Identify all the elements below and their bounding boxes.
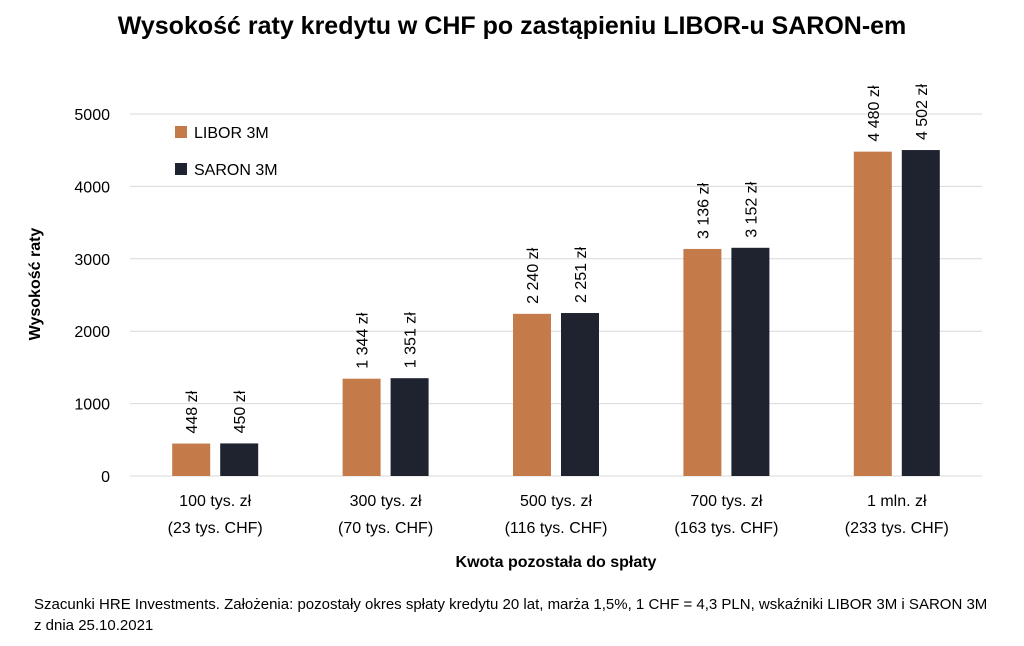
data-label: 4 502 zł	[914, 84, 931, 140]
bar-libor-3m	[172, 443, 211, 476]
y-tick-label: 3000	[74, 252, 110, 269]
y-axis: 0 1000 2000 3000 4000 5000	[74, 107, 982, 486]
y-tick-label: 1000	[74, 397, 110, 414]
y-tick-label: 2000	[74, 324, 110, 341]
bar-saron-3m	[561, 313, 599, 476]
data-label: 1 351 zł	[403, 312, 420, 368]
legend-swatch	[175, 126, 187, 138]
bar-saron-3m	[731, 247, 770, 476]
legend-label: SARON 3M	[194, 162, 278, 179]
data-label: 2 251 zł	[573, 247, 590, 303]
x-category-label: (116 tys. CHF)	[505, 520, 608, 537]
x-category-label: (70 tys. CHF)	[338, 520, 433, 537]
bar-saron-3m	[901, 150, 940, 476]
x-category-label: (23 tys. CHF)	[168, 520, 263, 537]
x-category-label: (233 tys. CHF)	[845, 520, 949, 537]
y-tick-label: 5000	[74, 107, 110, 124]
bar-saron-3m	[390, 378, 429, 476]
legend-label: LIBOR 3M	[194, 125, 269, 142]
x-axis-title: Kwota pozostała do spłaty	[456, 554, 657, 571]
bar-libor-3m	[342, 378, 381, 476]
x-axis: 100 tys. zł (23 tys. CHF) 300 tys. zł (70 t…	[168, 493, 949, 537]
gridlines	[130, 113, 982, 405]
data-label: 2 240 zł	[525, 247, 542, 303]
x-category-label: (163 tys. CHF)	[674, 520, 778, 537]
x-category-label: 700 tys. zł	[690, 493, 762, 510]
bar-saron-3m	[220, 443, 259, 476]
bar-libor-3m	[513, 313, 551, 476]
y-tick-label: 0	[101, 469, 110, 486]
x-category-label: 300 tys. zł	[350, 493, 422, 510]
bar-libor-3m	[853, 151, 892, 476]
data-label: 1 344 zł	[355, 312, 372, 368]
chart-title: Wysokość raty kredytu w CHF po zastąpien…	[117, 12, 907, 40]
legend-swatch	[175, 163, 187, 175]
y-axis-title: Wysokość raty	[27, 228, 44, 341]
legend: LIBOR 3M SARON 3M	[175, 125, 278, 179]
x-category-label: 100 tys. zł	[179, 493, 251, 510]
y-tick-label: 4000	[74, 179, 110, 196]
data-label: 4 480 zł	[866, 85, 883, 141]
x-category-label: 1 mln. zł	[867, 493, 927, 510]
data-label: 3 136 zł	[695, 182, 712, 238]
data-label: 448 zł	[184, 390, 201, 433]
data-label: 450 zł	[232, 390, 249, 433]
x-category-label: 500 tys. zł	[520, 493, 592, 510]
bars	[172, 150, 940, 476]
data-labels: 448 zł 450 zł 1 344 zł 1 351 zł 2 240 zł 2 25…	[184, 84, 931, 434]
data-label: 3 152 zł	[743, 181, 760, 237]
footnote: Szacunki HRE Investments. Założenia: poz…	[34, 596, 988, 634]
bar-libor-3m	[683, 248, 722, 476]
